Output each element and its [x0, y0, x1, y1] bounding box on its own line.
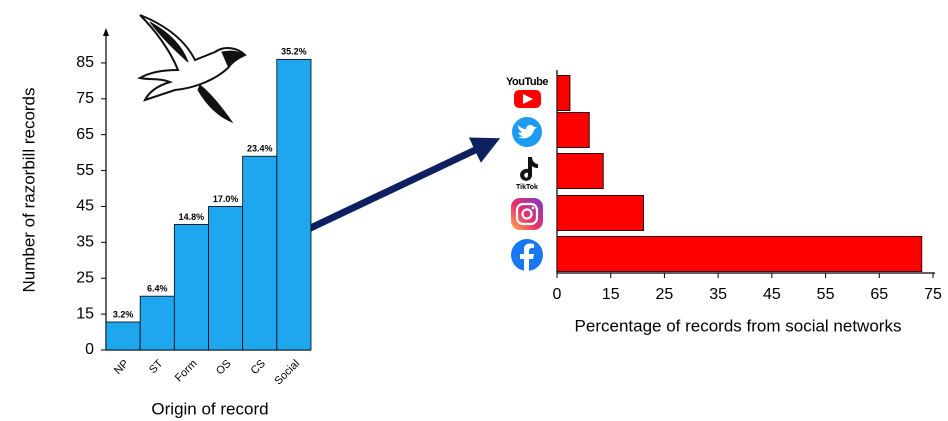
bar — [556, 112, 590, 148]
y-tick-label: 55 — [76, 162, 94, 179]
y-tick-label: 15 — [76, 305, 94, 322]
bar-label: 3.2% — [113, 309, 134, 319]
x-tick-label: ST — [147, 357, 166, 376]
y-tick-label: 45 — [76, 198, 94, 215]
bar — [105, 321, 141, 351]
bar — [556, 153, 604, 189]
y-tick-label: 85 — [76, 54, 94, 71]
x-tick-label: 35 — [709, 286, 727, 303]
bar-label: 23.4% — [247, 144, 273, 154]
bar — [242, 155, 278, 351]
instagram-icon — [511, 198, 543, 230]
x-tick-label: 75 — [924, 286, 942, 303]
twitter-icon — [512, 117, 542, 147]
bar-label: 17.0% — [213, 194, 239, 204]
x-tick-label: 15 — [602, 286, 620, 303]
bar — [139, 295, 175, 351]
y-tick-label: 35 — [76, 234, 94, 251]
x-tick-label: Social — [272, 358, 302, 388]
x-tick-label: Form — [173, 358, 200, 385]
bar — [556, 195, 644, 231]
bar — [556, 75, 571, 111]
bar — [276, 58, 312, 351]
x-tick-label: 45 — [763, 286, 781, 303]
x-tick-label: 0 — [553, 286, 562, 303]
tiktok-icon: TikTok — [516, 157, 538, 191]
x-tick-label: CS — [249, 358, 268, 377]
bar-label: 35.2% — [281, 47, 307, 57]
y-axis-arrow — [103, 28, 109, 36]
y-tick-label: 65 — [76, 126, 94, 143]
x-tick-label: 55 — [817, 286, 835, 303]
bar — [556, 236, 923, 272]
y-tick-label: 75 — [76, 90, 94, 107]
y-axis-title: Number of razorbill records — [19, 87, 38, 292]
x-tick-label: NP — [112, 358, 131, 377]
y-tick-label: 0 — [85, 341, 94, 358]
icon-label: YouTube — [506, 76, 548, 88]
x-tick-label: 65 — [870, 286, 888, 303]
youtube-icon: YouTube — [506, 76, 549, 108]
icon-label: TikTok — [516, 184, 538, 191]
y-tick-label: 25 — [76, 269, 94, 286]
x-tick-label: 25 — [656, 286, 674, 303]
bar-label: 14.8% — [179, 212, 205, 222]
bar — [208, 206, 244, 351]
x-axis-title: Origin of record — [151, 399, 268, 418]
bar — [173, 223, 209, 351]
connector-arrow — [298, 137, 501, 237]
bar-label: 6.4% — [147, 284, 168, 294]
x-axis-title: Percentage of records from social networ… — [575, 316, 902, 335]
x-tick-label: OS — [214, 358, 234, 378]
facebook-icon — [511, 239, 543, 271]
bird-illustration — [137, 14, 247, 124]
